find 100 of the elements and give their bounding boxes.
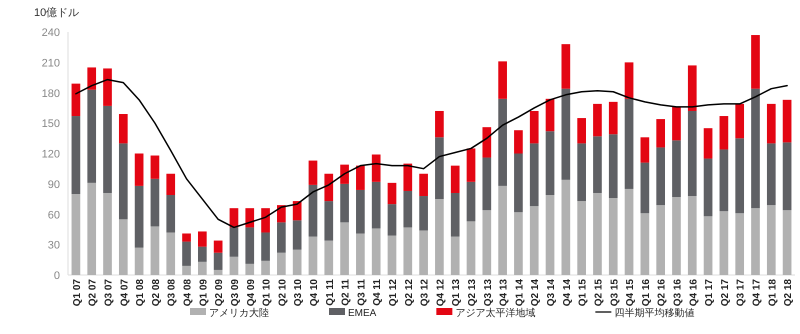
bar	[372, 228, 381, 275]
bar	[388, 204, 396, 236]
x-tick-label: Q1 17	[704, 278, 716, 306]
x-tick-label: Q3 14	[546, 278, 558, 306]
bar	[134, 186, 144, 248]
bar	[277, 205, 286, 222]
bar	[782, 142, 792, 210]
x-tick-label: Q3 12	[420, 278, 431, 306]
bar	[435, 110, 444, 138]
bar	[546, 98, 554, 132]
x-tick-label: Q2 15	[593, 278, 604, 306]
x-tick-label: Q3 17	[736, 278, 747, 306]
y-tick-label: 0	[54, 270, 60, 282]
bar	[577, 143, 586, 202]
bar	[751, 208, 760, 275]
bar	[561, 180, 570, 275]
x-tick-label: Q1 13	[451, 278, 462, 306]
legend-label: EMEA	[348, 308, 377, 319]
bar	[356, 190, 365, 234]
bar	[245, 264, 254, 275]
y-tick-label: 90	[48, 178, 60, 191]
bar	[593, 104, 602, 136]
bar	[766, 205, 776, 275]
bar	[514, 212, 523, 275]
bar	[498, 61, 507, 99]
x-tick-label: Q2 12	[404, 278, 415, 306]
y-tick-label: 180	[42, 88, 60, 100]
x-tick-label: Q2 17	[720, 278, 731, 306]
x-tick-label: Q3 13	[482, 278, 494, 306]
bar	[656, 119, 666, 148]
y-tick-label: 210	[42, 57, 60, 70]
bar	[324, 240, 334, 275]
bar	[672, 106, 681, 140]
y-tick-label: 60	[48, 209, 60, 222]
bar	[672, 197, 681, 275]
bar	[498, 98, 507, 186]
x-tick-label: Q4 07	[119, 278, 130, 306]
bar	[308, 184, 318, 237]
x-tick-label: Q1 12	[388, 278, 399, 306]
bar	[450, 192, 460, 237]
bar	[261, 260, 270, 275]
bar	[419, 196, 428, 230]
bar	[103, 68, 112, 106]
x-tick-label: Q3 11	[356, 278, 368, 306]
bar	[735, 138, 744, 214]
bar	[214, 252, 222, 270]
bar	[766, 104, 776, 144]
bar	[751, 35, 760, 89]
x-tick-label: Q4 08	[182, 278, 194, 306]
x-tick-label: Q1 11	[324, 278, 336, 306]
x-tick-label: Q3 15	[609, 278, 620, 306]
bar	[688, 65, 697, 111]
bar	[277, 222, 286, 253]
bar	[530, 206, 539, 275]
bar	[466, 148, 476, 182]
x-tick-label: Q4 09	[246, 278, 257, 306]
bar	[704, 158, 712, 216]
bar	[324, 174, 334, 202]
bar	[435, 199, 444, 275]
bar	[704, 216, 712, 275]
bar	[593, 136, 602, 193]
bar	[561, 88, 570, 180]
bar	[704, 128, 712, 159]
bar	[87, 67, 96, 90]
bar	[514, 130, 523, 154]
bar	[230, 256, 238, 275]
bar	[656, 147, 666, 206]
bar	[388, 236, 396, 275]
bar	[656, 205, 666, 275]
bar	[103, 106, 112, 193]
bar	[546, 195, 554, 275]
bar	[150, 178, 160, 226]
x-tick-label: Q1 16	[640, 278, 652, 306]
x-tick-label: Q4 11	[372, 278, 384, 306]
bar	[103, 192, 112, 275]
bar	[782, 100, 792, 142]
bar	[182, 233, 191, 242]
bar	[735, 213, 744, 275]
x-tick-label: Q3 16	[672, 278, 684, 306]
bar	[720, 211, 728, 275]
bar	[608, 198, 618, 275]
bar	[72, 84, 80, 116]
ylabel: 10億ドル	[34, 7, 80, 19]
bar	[150, 156, 160, 179]
x-tick-label: Q4 17	[751, 278, 762, 306]
x-tick-label: Q1 14	[514, 278, 526, 306]
x-tick-label: Q4 10	[308, 278, 320, 306]
bar	[672, 140, 681, 198]
bar	[340, 164, 349, 184]
bar	[134, 154, 144, 186]
bar	[308, 236, 318, 275]
x-tick-label: Q4 13	[498, 278, 510, 306]
bar	[561, 44, 570, 89]
bar	[514, 154, 523, 212]
bar	[403, 190, 412, 228]
y-tick-label: 30	[48, 240, 60, 252]
bar	[450, 166, 460, 193]
x-tick-label: Q4 16	[688, 278, 700, 306]
x-tick-label: Q2 14	[530, 278, 542, 306]
x-tick-label: Q1 15	[578, 278, 589, 306]
